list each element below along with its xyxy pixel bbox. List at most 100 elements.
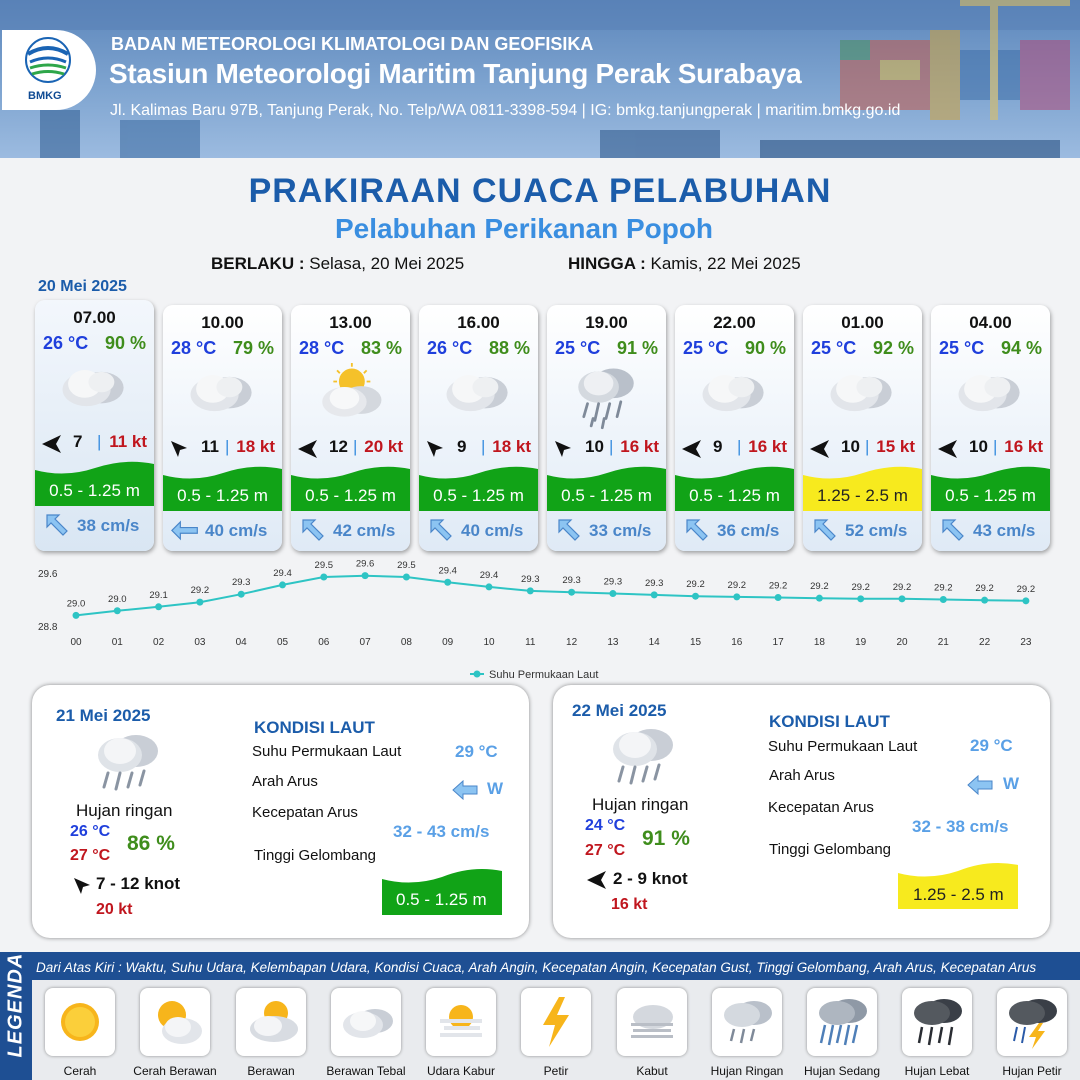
fog-icon — [631, 1005, 673, 1038]
wind-separator: | — [481, 437, 486, 456]
legend-item — [140, 988, 210, 1056]
current-speed: 52 cm/s — [845, 521, 908, 540]
data-point — [402, 573, 410, 581]
forecast-weather-icon — [313, 363, 387, 424]
current-speed: 36 cm/s — [717, 521, 780, 540]
wave-shape — [803, 466, 922, 511]
current-direction-icon — [558, 519, 580, 541]
legend-item-label: Berawan — [247, 1064, 295, 1078]
wind-speed: 9 — [713, 437, 723, 456]
forecast-temperature: 26 °C — [427, 338, 473, 358]
forecast-weather-icon — [569, 363, 643, 435]
forecast-card: 13.00 28 °C 83 % 12 | 20 kt 0.5 - 1.25 m… — [291, 305, 410, 551]
wave-height: 1.25 - 2.5 m — [817, 486, 908, 505]
current-speed-value: 32 - 43 cm/s — [393, 822, 490, 841]
data-point — [692, 592, 699, 600]
wave-height: 0.5 - 1.25 m — [945, 486, 1036, 505]
x-tick-label: 20 — [896, 637, 908, 648]
x-tick-label: 11 — [525, 637, 536, 648]
data-label: 29.3 — [521, 574, 540, 585]
panel-wind: 7 - 12 knot — [96, 874, 181, 893]
wave-height: 0.5 - 1.25 m — [177, 486, 268, 505]
wind-gust: 18 kt — [492, 437, 531, 456]
wind-gust: 18 kt — [236, 437, 275, 456]
legend-item — [902, 988, 972, 1056]
sst-line — [75, 574, 1026, 617]
data-point — [650, 591, 658, 599]
legend-item-label: Kabut — [636, 1064, 668, 1078]
forecast-humidity: 91 % — [616, 338, 658, 358]
wind-direction-icon — [298, 440, 317, 458]
page-subtitle: Pelabuhan Perikanan Popoh — [334, 213, 714, 244]
x-tick-label: 09 — [442, 637, 454, 648]
forecast-card: 04.00 25 °C 94 % 10 | 16 kt 0.5 - 1.25 m… — [931, 305, 1050, 551]
wind-speed: 12 — [329, 437, 348, 456]
data-label: 29.5 — [397, 560, 416, 571]
partly-cloudy-icon — [322, 363, 382, 417]
current-direction-icon — [686, 519, 708, 541]
valid-to: HINGGA : Kamis, 22 Mei 2025 — [568, 254, 801, 274]
cloud-icon — [446, 375, 508, 412]
forecast-wind: 10 | 16 kt — [553, 437, 663, 459]
day2-panel: 21 Mei 2025 Hujan ringan 26 °C 27 °C 86 … — [32, 685, 529, 938]
x-tick-label: 12 — [566, 637, 578, 648]
y-tick-label: 28.8 — [38, 622, 58, 633]
x-tick-label: 18 — [814, 637, 826, 648]
legend-item — [997, 988, 1067, 1056]
light-rain-icon — [98, 735, 158, 791]
wind-direction-icon — [810, 440, 829, 458]
forecast-card: 07.00 26 °C 90 % 7 | 11 kt 0.5 - 1.25 m … — [35, 300, 154, 551]
wave-shape — [382, 869, 502, 915]
legend-item — [331, 988, 401, 1056]
current-arrow-west-icon — [452, 780, 478, 800]
light-rain-icon — [724, 1001, 772, 1044]
current-speed-value: 32 - 38 cm/s — [912, 817, 1009, 836]
data-point — [196, 598, 204, 606]
wind-gust: 20 kt — [364, 437, 403, 456]
wave-shape — [163, 466, 282, 511]
x-tick-label: 16 — [731, 637, 743, 648]
forecast-time: 13.00 — [329, 313, 372, 332]
cloud-icon — [62, 370, 124, 407]
port-illustration — [0, 0, 1080, 158]
data-label: 29.4 — [273, 568, 292, 579]
wind-direction-icon — [171, 441, 187, 457]
forecast-card: 10.00 28 °C 79 % 11 | 18 kt 0.5 - 1.25 m… — [163, 305, 282, 551]
panel-temp-min: 26 °C — [70, 823, 111, 840]
current-speed-label: Kecepatan Arus — [252, 804, 358, 821]
forecast-card: 16.00 26 °C 88 % 9 | 18 kt 0.5 - 1.25 m … — [419, 305, 538, 551]
heavy-rain-icon — [914, 999, 962, 1046]
kondisi-laut-title: KONDISI LAUT — [769, 712, 890, 731]
forecast-wind: 11 | 18 kt — [169, 437, 279, 459]
valid-from: BERLAKU : Selasa, 20 Mei 2025 — [211, 254, 464, 274]
x-tick-label: 02 — [153, 637, 165, 648]
wind-direction-icon — [74, 878, 90, 894]
forecast-weather-icon — [57, 358, 131, 419]
light-rain-icon — [613, 729, 673, 785]
wave-height: 0.5 - 1.25 m — [433, 486, 524, 505]
data-point — [72, 611, 80, 619]
current-speed: 40 cm/s — [461, 521, 524, 540]
data-label: 29.2 — [810, 581, 829, 592]
panel-temp-min: 24 °C — [585, 817, 626, 834]
x-tick-label: 19 — [855, 637, 867, 648]
data-label: 29.2 — [686, 579, 705, 590]
legend-item-label: Udara Kabur — [426, 1064, 496, 1078]
valid-from-label: BERLAKU : — [211, 254, 305, 273]
legend-title: LEGENDA — [4, 952, 27, 1058]
data-point — [485, 583, 493, 591]
data-point — [320, 573, 328, 581]
wave-height: 0.5 - 1.25 m — [49, 481, 140, 500]
data-point — [609, 590, 617, 598]
data-point — [981, 596, 989, 604]
data-label: 29.6 — [356, 560, 375, 570]
wind-direction-icon — [427, 441, 443, 457]
sst-label: Suhu Permukaan Laut — [252, 743, 402, 760]
x-tick-label: 03 — [194, 637, 206, 648]
wind-direction-icon — [555, 441, 571, 457]
legend-item — [617, 988, 687, 1056]
station-name: Stasiun Meteorologi Maritim Tanjung Pera… — [109, 58, 802, 89]
kondisi-laut-title: KONDISI LAUT — [254, 718, 375, 737]
wind-gust: 15 kt — [876, 437, 915, 456]
legend-marker — [473, 670, 481, 678]
